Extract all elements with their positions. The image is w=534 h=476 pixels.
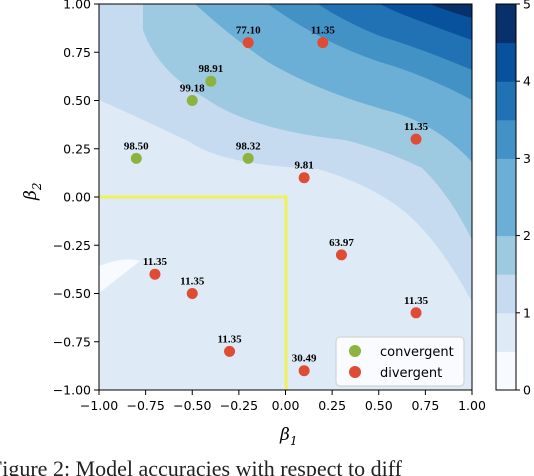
x-tick-label: 1.00 bbox=[458, 398, 486, 413]
point-value-label: 99.18 bbox=[180, 83, 205, 95]
colorbar-frame bbox=[495, 3, 517, 391]
x-tick-label: −1.00 bbox=[80, 398, 118, 413]
y-tick-label: 0.50 bbox=[63, 93, 91, 108]
point-value-label: 11.35 bbox=[217, 333, 242, 345]
divergent-point bbox=[224, 345, 236, 357]
point-value-label: 11.35 bbox=[404, 295, 429, 307]
colorbar-tick-label: 5 bbox=[523, 0, 531, 12]
plot-area: 98.91 99.18 98.50 98.32 77.10 11.35 11.35 9.81 6… bbox=[98, 3, 473, 391]
x-tick-label: −0.25 bbox=[220, 398, 258, 413]
divergent-point bbox=[410, 133, 422, 145]
divergent-point bbox=[242, 37, 254, 49]
colorbar-band bbox=[496, 4, 516, 44]
legend-marker-convergent bbox=[349, 345, 361, 357]
divergent-point bbox=[410, 307, 422, 319]
point-value-label: 11.35 bbox=[180, 276, 205, 288]
y-tick-label: −0.25 bbox=[53, 238, 91, 253]
divergent-point bbox=[298, 365, 310, 377]
divergent-point bbox=[149, 268, 161, 280]
legend-marker-divergent bbox=[349, 366, 361, 378]
convergent-point bbox=[242, 152, 254, 164]
colorbar-band bbox=[496, 197, 516, 237]
divergent-point bbox=[298, 172, 310, 184]
colorbar-band bbox=[496, 81, 516, 121]
point-value-label: 63.97 bbox=[329, 237, 354, 249]
divergent-point bbox=[317, 37, 329, 49]
colorbar-band bbox=[496, 158, 516, 198]
point-value-label: 11.35 bbox=[311, 25, 336, 37]
y-tick-label: −0.50 bbox=[53, 286, 91, 301]
colorbar-band bbox=[496, 42, 516, 82]
point-value-label: 77.10 bbox=[236, 25, 261, 37]
x-axis-label: β1 bbox=[279, 425, 297, 448]
x-tick-label: 0.00 bbox=[272, 398, 300, 413]
x-tick-label: −0.75 bbox=[126, 398, 164, 413]
divergent-point bbox=[186, 288, 198, 299]
x-axis: −1.00 −0.75 −0.50 −0.25 0.00 0.25 0.50 0.75 1.00 bbox=[80, 390, 486, 413]
colorbar-tick-label: 1 bbox=[523, 305, 531, 320]
points-layer: 98.91 99.18 98.50 98.32 77.10 11.35 11.35 9.81 6… bbox=[124, 25, 429, 377]
point-value-label: 98.50 bbox=[124, 140, 149, 152]
convergent-point bbox=[205, 75, 217, 87]
legend: convergent divergent bbox=[335, 336, 465, 387]
point-value-label: 98.32 bbox=[236, 140, 261, 152]
legend-label-convergent: convergent bbox=[380, 345, 454, 360]
figure-caption: Figure 2: Model accuracies with respect … bbox=[0, 456, 403, 476]
point-value-label: 98.91 bbox=[199, 63, 224, 75]
x-tick-label: 0.50 bbox=[365, 398, 393, 413]
y-tick-label: 0.00 bbox=[63, 190, 91, 205]
colorbar-tick-label: 4 bbox=[523, 74, 531, 89]
colorbar-band bbox=[496, 351, 516, 391]
colorbar-band bbox=[496, 274, 516, 314]
x-tick-label: 0.75 bbox=[411, 398, 439, 413]
x-tick-label: −0.50 bbox=[173, 398, 211, 413]
colorbar-band bbox=[496, 119, 516, 159]
y-axis: 1.00 0.75 0.50 0.25 0.00 −0.25 −0.50 −0.75 −1.00 bbox=[53, 0, 99, 398]
colorbar-band bbox=[496, 235, 516, 275]
colorbar-band bbox=[496, 312, 516, 352]
colorbar-tick-label: 0 bbox=[523, 383, 531, 398]
y-tick-label: 0.25 bbox=[63, 141, 91, 156]
convergent-point bbox=[130, 152, 142, 164]
point-value-label: 30.49 bbox=[292, 353, 317, 365]
y-axis-label: β2 bbox=[21, 183, 44, 201]
colorbar: 0 1 2 3 4 5 bbox=[495, 0, 531, 398]
y-tick-label: 0.75 bbox=[63, 45, 91, 60]
y-tick-label: −0.75 bbox=[53, 334, 91, 349]
colorbar-tick-label: 2 bbox=[523, 228, 531, 243]
legend-label-divergent: divergent bbox=[380, 366, 442, 381]
point-value-label: 9.81 bbox=[295, 160, 314, 172]
point-value-label: 11.35 bbox=[143, 256, 168, 268]
divergent-point bbox=[335, 249, 347, 261]
colorbar-tick-label: 3 bbox=[523, 151, 531, 166]
y-tick-label: 1.00 bbox=[63, 0, 91, 12]
boundary-region bbox=[99, 195, 288, 390]
x-tick-label: 0.25 bbox=[318, 398, 346, 413]
y-tick-label: −1.00 bbox=[53, 383, 91, 398]
point-value-label: 11.35 bbox=[404, 121, 429, 133]
convergent-point bbox=[186, 95, 198, 106]
